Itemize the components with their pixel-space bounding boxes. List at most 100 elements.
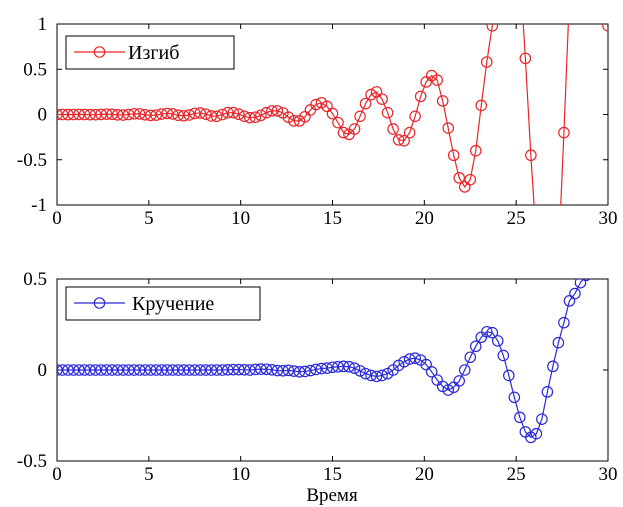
series-group (57, 24, 608, 205)
data-point (67, 364, 80, 376)
data-point (255, 109, 267, 122)
data-point (111, 109, 124, 121)
data-point (458, 364, 471, 376)
data-point (365, 369, 377, 382)
data-point (343, 360, 355, 373)
data-point (144, 364, 157, 376)
data-point (266, 364, 278, 376)
data-point (78, 364, 91, 376)
data-point (95, 364, 107, 376)
data-point (304, 364, 317, 377)
data-point (354, 365, 366, 377)
data-point (436, 95, 449, 107)
data-point (370, 86, 383, 98)
data-point (177, 109, 190, 122)
data-point (260, 363, 273, 376)
data-point (442, 122, 455, 134)
data-point (117, 109, 129, 121)
data-point (480, 325, 493, 338)
data-point (166, 364, 179, 376)
data-point (558, 126, 570, 139)
data-point (194, 364, 207, 376)
data-point (469, 340, 482, 353)
x-tick-label: 25 (507, 464, 526, 485)
data-point (122, 108, 135, 121)
data-point (133, 108, 146, 120)
data-point (486, 24, 499, 32)
x-tick-label: 5 (144, 464, 154, 485)
data-point (332, 116, 344, 129)
data-point (139, 364, 151, 376)
data-point (238, 364, 251, 376)
data-point (315, 362, 328, 375)
x-tick-label: 30 (599, 464, 618, 485)
data-point (172, 109, 185, 122)
data-point (370, 370, 383, 383)
data-point (398, 356, 410, 368)
data-point (144, 109, 157, 122)
data-point (222, 364, 234, 376)
data-point (563, 295, 576, 307)
data-point (73, 364, 85, 376)
data-point (150, 109, 162, 121)
data-point (57, 108, 63, 121)
data-point (266, 105, 278, 117)
data-point (552, 336, 565, 349)
data-point (128, 364, 140, 376)
data-point (398, 134, 410, 147)
data-point (321, 100, 333, 113)
y-tick-label: 0 (38, 105, 48, 126)
data-point (57, 364, 69, 376)
data-point (244, 364, 256, 376)
data-point (365, 88, 377, 101)
data-point (95, 108, 107, 121)
data-point (233, 363, 245, 376)
data-point (288, 115, 300, 127)
data-point (464, 351, 477, 364)
data-point (299, 365, 311, 378)
data-point (458, 181, 471, 193)
y-tick-labels: 0.5 0 -0.5 (17, 269, 47, 472)
data-point (376, 369, 388, 382)
data-point (271, 364, 284, 377)
data-point (89, 108, 102, 121)
data-point (508, 391, 521, 404)
data-point (172, 364, 185, 376)
x-tick-label: 10 (231, 208, 250, 229)
data-point (288, 365, 300, 377)
data-point (155, 108, 168, 120)
y-tick-label: -0.5 (17, 451, 47, 472)
tick-marks (56, 278, 609, 462)
data-point (337, 360, 350, 373)
data-point (414, 90, 427, 103)
bending-subplot: 0 5 10 15 20 25 30 1 0.5 0 -0.5 -1 Изгиб (17, 14, 618, 229)
y-tick-label: 0 (38, 360, 48, 381)
data-point (227, 106, 240, 119)
data-point (519, 52, 532, 65)
y-tick-label: 0.5 (23, 269, 47, 290)
data-point (475, 99, 488, 112)
data-point (497, 349, 510, 362)
x-axis-label: Время (306, 485, 358, 506)
data-point (464, 173, 477, 186)
data-point (227, 363, 240, 376)
data-point (133, 364, 146, 376)
data-point (574, 279, 587, 289)
legend: Кручение (65, 286, 261, 321)
series-group (57, 279, 591, 444)
data-point (166, 108, 179, 120)
x-tick-label: 20 (415, 464, 434, 485)
data-point (337, 126, 350, 139)
data-point (503, 369, 515, 382)
data-point (530, 427, 543, 440)
data-point (541, 386, 554, 398)
legend: Изгиб (65, 35, 235, 70)
data-point (420, 358, 432, 371)
data-point (188, 107, 201, 120)
data-point (62, 364, 74, 376)
data-point (442, 384, 455, 396)
data-point (128, 107, 140, 120)
legend-label-torsion: Кручение (132, 293, 214, 315)
y-tick-label: -0.5 (17, 150, 47, 171)
